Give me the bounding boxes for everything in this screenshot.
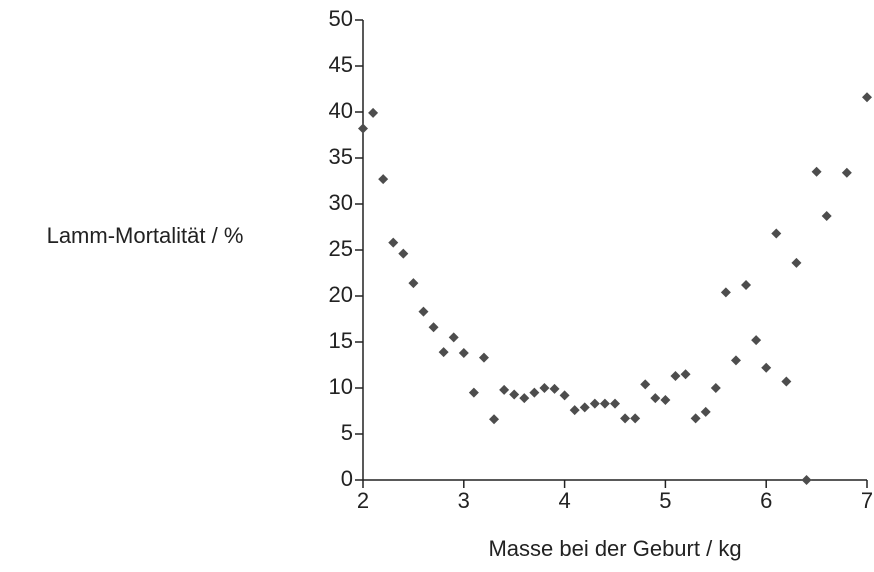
point xyxy=(811,166,822,177)
y-tick-label: 15 xyxy=(329,328,353,353)
point xyxy=(660,394,671,405)
x-axis-label: Masse bei der Geburt / kg xyxy=(488,536,741,561)
point xyxy=(821,210,832,221)
point xyxy=(710,383,721,393)
y-tick-label: 10 xyxy=(329,374,353,399)
x-tick-label: 4 xyxy=(558,488,570,513)
y-tick-label: 35 xyxy=(329,144,353,169)
point xyxy=(539,383,550,393)
point xyxy=(509,389,520,400)
point xyxy=(650,393,661,404)
point xyxy=(398,248,409,259)
x-tick-label: 2 xyxy=(357,488,369,513)
point xyxy=(791,257,802,268)
point xyxy=(700,406,711,417)
point xyxy=(378,174,389,185)
point xyxy=(589,398,600,409)
point xyxy=(478,352,489,363)
point xyxy=(358,123,368,134)
point xyxy=(489,414,500,425)
point xyxy=(599,398,610,409)
point xyxy=(579,402,590,413)
point xyxy=(730,355,741,366)
point xyxy=(549,383,560,394)
point xyxy=(428,322,439,333)
point xyxy=(862,92,872,103)
x-tick-label: 6 xyxy=(760,488,772,513)
y-tick-label: 0 xyxy=(341,466,353,491)
x-tick-label: 5 xyxy=(659,488,671,513)
y-tick-label: 30 xyxy=(329,190,353,215)
point xyxy=(418,306,429,317)
point xyxy=(620,413,631,424)
point xyxy=(720,287,731,298)
point xyxy=(408,278,419,289)
point xyxy=(841,167,852,178)
x-tick-label: 3 xyxy=(458,488,470,513)
y-tick-label: 45 xyxy=(329,52,353,77)
point xyxy=(610,398,620,409)
y-tick-label: 50 xyxy=(329,6,353,31)
point xyxy=(529,387,540,398)
point xyxy=(458,348,469,359)
point xyxy=(468,387,479,398)
point xyxy=(559,390,570,401)
point xyxy=(801,475,812,485)
point xyxy=(519,393,530,404)
point xyxy=(368,107,379,118)
point xyxy=(569,405,580,416)
y-axis-label: Lamm-Mortalität / % xyxy=(47,223,244,248)
point xyxy=(630,413,641,424)
y-tick-label: 25 xyxy=(329,236,353,261)
point xyxy=(670,371,681,382)
y-tick-label: 40 xyxy=(329,98,353,123)
point xyxy=(448,332,459,343)
point xyxy=(771,228,782,239)
point xyxy=(388,237,399,248)
point xyxy=(761,362,772,373)
point xyxy=(690,413,701,424)
point xyxy=(751,335,762,346)
point xyxy=(438,347,449,358)
point xyxy=(640,379,651,390)
point xyxy=(781,376,792,387)
point xyxy=(741,279,752,290)
x-tick-label: 7 xyxy=(861,488,873,513)
point xyxy=(680,369,691,380)
y-tick-label: 5 xyxy=(341,420,353,445)
point xyxy=(499,384,510,395)
y-tick-label: 20 xyxy=(329,282,353,307)
